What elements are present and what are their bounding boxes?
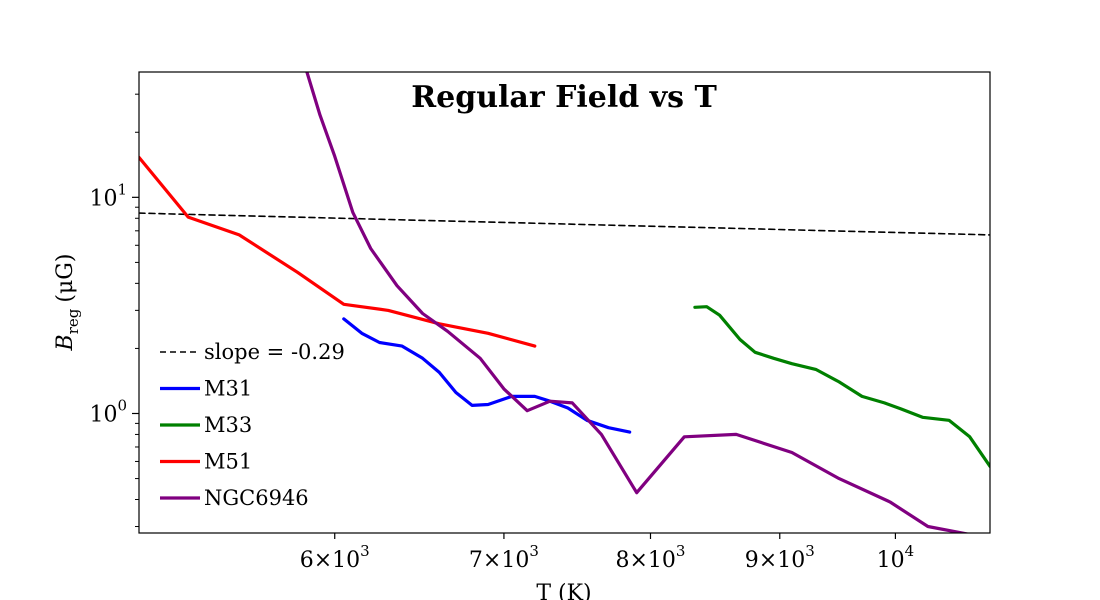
x-tick-base: 8×10 [615, 548, 675, 573]
legend: slope = -0.29 M31 M33 M51 NGC6946 [160, 340, 345, 510]
legend-label: M31 [204, 377, 252, 401]
series-line-ngc6946 [305, 72, 971, 533]
x-tick-exponent: 3 [529, 542, 539, 560]
series-line-m33 [693, 305, 990, 468]
series-line-m31 [342, 317, 632, 434]
x-tick-base: 10 [877, 548, 905, 573]
y-tick-label: 100 [89, 396, 127, 427]
x-tick-base: 7×10 [469, 548, 529, 573]
y-tick-label: 101 [89, 180, 127, 211]
x-tick-base: 9×10 [745, 548, 805, 573]
x-tick-exponent: 3 [360, 542, 370, 560]
y-axis-label-unit: (μG) [53, 254, 78, 303]
x-tick-label: 104 [877, 542, 915, 573]
x-tick-label: 7×103 [469, 542, 539, 573]
series-line-slope-0-29 [139, 212, 990, 236]
series-line-m51 [139, 155, 537, 348]
legend-label: M51 [204, 450, 252, 474]
x-tick-base: 6×10 [300, 548, 360, 573]
x-tick-exponent: 3 [676, 542, 686, 560]
chart-title: Regular Field vs T [411, 80, 717, 115]
y-tick-base: 10 [89, 402, 117, 427]
x-tick-exponent: 3 [805, 542, 815, 560]
legend-label: M33 [204, 413, 252, 437]
x-tick-label: 8×103 [615, 542, 685, 573]
y-tick-base: 10 [89, 186, 117, 211]
x-tick-label: 6×103 [300, 542, 370, 573]
legend-label: NGC6946 [204, 486, 309, 510]
y-axis-label: Breg (μG) [53, 254, 82, 352]
y-axis-label-main: B [53, 334, 78, 351]
x-tick-exponent: 4 [905, 542, 915, 560]
y-axis-label-sub: reg [64, 308, 82, 334]
series-lines [139, 72, 990, 533]
x-tick-label: 9×103 [745, 542, 815, 573]
y-tick-exponent: 0 [117, 396, 127, 414]
plot-frame [138, 71, 991, 534]
legend-label: slope = -0.29 [204, 340, 345, 364]
x-axis-label: T (K) [536, 581, 591, 600]
y-tick-exponent: 1 [117, 180, 127, 198]
